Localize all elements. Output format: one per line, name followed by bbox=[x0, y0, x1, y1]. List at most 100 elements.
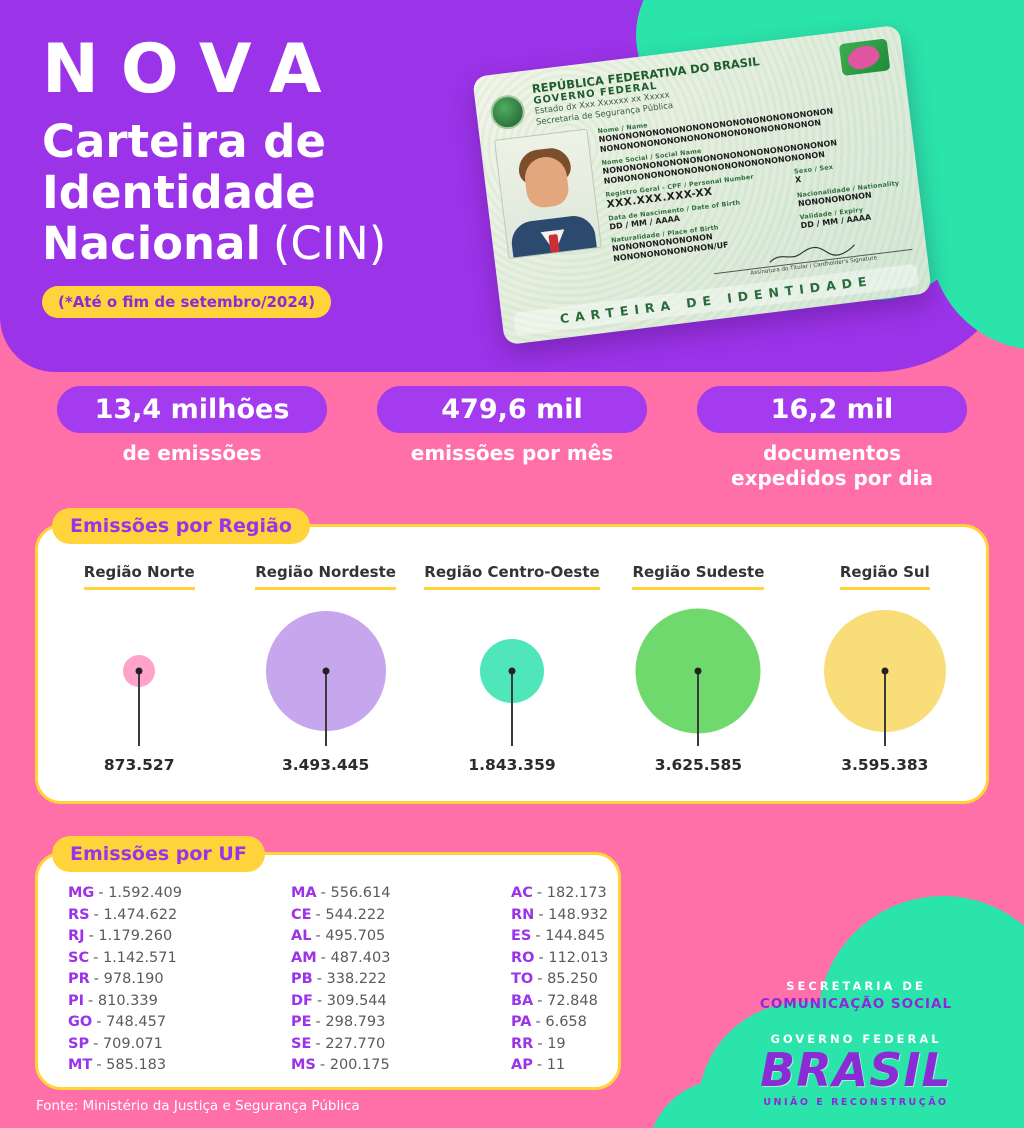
coat-of-arms-icon bbox=[488, 93, 527, 132]
uf-abbr: PA bbox=[511, 1014, 532, 1030]
uf-abbr: AC bbox=[511, 885, 533, 901]
hero-section: NOVA Carteira de Identidade Nacional (CIN… bbox=[42, 30, 386, 318]
secretaria-line-2: COMUNICAÇÃO SOCIAL bbox=[759, 995, 953, 1012]
region-value: 3.595.383 bbox=[841, 756, 929, 774]
uf-abbr: BA bbox=[511, 992, 534, 1009]
uf-value: 1.179.260 bbox=[89, 928, 173, 944]
uf-value: 19 bbox=[537, 1036, 565, 1052]
uf-row: AL495.705 bbox=[291, 926, 511, 948]
region-bubble-area bbox=[46, 590, 232, 752]
region-value: 873.527 bbox=[103, 756, 175, 774]
brasil-logo: BRASIL bbox=[760, 1042, 952, 1097]
subtitle-line-3: Nacional (CIN) bbox=[42, 216, 387, 270]
uf-value: 148.932 bbox=[538, 907, 608, 923]
uf-value: 338.222 bbox=[317, 971, 387, 987]
uf-row: GO748.457 bbox=[68, 1012, 291, 1034]
region-stem bbox=[324, 671, 327, 746]
uf-row: MA556.614 bbox=[291, 883, 511, 905]
uf-value: 6.658 bbox=[536, 1014, 587, 1030]
uf-value: 11 bbox=[537, 1057, 565, 1073]
uf-row: RS1.474.622 bbox=[68, 905, 291, 927]
stat-caption: documentos expedidos por dia bbox=[697, 441, 967, 491]
uf-row: PA6.658 bbox=[511, 1012, 608, 1034]
uf-row: PB338.222 bbox=[291, 969, 511, 991]
uf-value: 1.592.409 bbox=[98, 885, 182, 901]
uf-value: 200.175 bbox=[320, 1057, 390, 1073]
stat-emissoes-mes: 479,6 mil emissões por mês bbox=[377, 386, 647, 491]
subtitle-line-1: Carteira de bbox=[42, 115, 326, 168]
uf-row: DF309.544 bbox=[291, 991, 511, 1013]
uf-card-title: Emissões por UF bbox=[52, 836, 265, 872]
uf-row: AP11 bbox=[511, 1055, 608, 1077]
regions-card: Emissões por Região Região Norte 873.527… bbox=[35, 508, 989, 804]
uf-abbr: RO bbox=[511, 949, 535, 966]
region-dot bbox=[135, 667, 143, 675]
uf-abbr: SC bbox=[68, 949, 90, 966]
uf-abbr: AL bbox=[291, 928, 312, 944]
uf-value: 144.845 bbox=[535, 928, 605, 944]
uf-abbr: RS bbox=[68, 906, 90, 923]
uf-value: 72.848 bbox=[537, 993, 598, 1009]
subtitle-line-2: Identidade bbox=[42, 165, 316, 219]
uf-value: 227.770 bbox=[315, 1036, 385, 1052]
uf-row: SP709.071 bbox=[68, 1034, 291, 1056]
region-dot bbox=[322, 667, 330, 675]
stat-caption-line: de emissões bbox=[122, 441, 262, 465]
uf-abbr: PR bbox=[68, 971, 90, 987]
stat-caption-line: expedidos por dia bbox=[731, 466, 933, 490]
uf-row: RN148.932 bbox=[511, 905, 608, 927]
government-branding: SECRETARIA DE COMUNICAÇÃO SOCIAL GOVERNO… bbox=[716, 979, 996, 1108]
uf-row: PE298.793 bbox=[291, 1012, 511, 1034]
stat-emissoes-total: 13,4 milhões de emissões bbox=[57, 386, 327, 491]
uf-abbr: MA bbox=[291, 885, 317, 901]
uf-value: 585.183 bbox=[96, 1057, 166, 1073]
uf-abbr: PB bbox=[291, 971, 313, 987]
uf-abbr: PE bbox=[291, 1014, 312, 1030]
region-bubble-area bbox=[605, 590, 791, 752]
uf-value: 556.614 bbox=[321, 885, 391, 901]
region-dot bbox=[694, 667, 702, 675]
region-label: Região Sudeste bbox=[632, 563, 765, 590]
region-dot bbox=[508, 667, 516, 675]
uf-row: CE544.222 bbox=[291, 905, 511, 927]
uf-row: ES144.845 bbox=[511, 926, 608, 948]
region-label: Região Nordeste bbox=[255, 563, 396, 590]
region-column-sudeste: Região Sudeste 3.625.585 bbox=[605, 563, 791, 774]
stat-value: 479,6 mil bbox=[377, 386, 647, 433]
brazil-map-shape bbox=[845, 42, 882, 73]
uf-value: 1.474.622 bbox=[94, 907, 178, 923]
uf-abbr: MG bbox=[68, 885, 95, 901]
uf-row: RJ1.179.260 bbox=[68, 926, 291, 948]
headline-stats: 13,4 milhões de emissões 479,6 mil emiss… bbox=[0, 386, 1024, 491]
uf-abbr: TO bbox=[511, 971, 534, 987]
signature-block: Assinatura do Titular / Cardholder's Sig… bbox=[712, 233, 914, 282]
uf-value: 978.190 bbox=[94, 971, 164, 987]
uf-row: SE227.770 bbox=[291, 1034, 511, 1056]
page-title: NOVA bbox=[42, 30, 344, 109]
region-bubble-area bbox=[419, 590, 605, 752]
uf-value: 810.339 bbox=[88, 993, 158, 1009]
id-card-illustration: REPÚBLICA FEDERATIVA DO BRASIL GOVERNO F… bbox=[472, 24, 932, 346]
subtitle-light: (CIN) bbox=[272, 216, 387, 270]
uf-value: 709.071 bbox=[93, 1036, 163, 1052]
region-column-nordeste: Região Nordeste 3.493.445 bbox=[232, 563, 418, 774]
uf-abbr: RN bbox=[511, 906, 535, 923]
uf-row: SC1.142.571 bbox=[68, 948, 291, 970]
uf-abbr: PI bbox=[68, 992, 85, 1009]
uf-value: 487.403 bbox=[321, 950, 391, 966]
uf-value: 309.544 bbox=[317, 993, 387, 1009]
uf-column-3: AC182.173 RN148.932 ES144.845 RO112.013 … bbox=[511, 883, 608, 1077]
uf-row: MG1.592.409 bbox=[68, 883, 291, 905]
uf-abbr: CE bbox=[291, 906, 312, 923]
uf-row: AM487.403 bbox=[291, 948, 511, 970]
uf-abbr: ES bbox=[511, 928, 532, 944]
uf-abbr: SP bbox=[68, 1035, 90, 1052]
uf-row: TO85.250 bbox=[511, 969, 608, 991]
uf-value: 182.173 bbox=[537, 885, 607, 901]
secretaria-line-1: SECRETARIA DE bbox=[786, 978, 926, 993]
uf-abbr: SE bbox=[291, 1035, 312, 1052]
id-card-photo bbox=[493, 128, 602, 260]
hero-subtitle: Carteira de Identidade Nacional (CIN) bbox=[42, 115, 387, 270]
uf-value: 85.250 bbox=[537, 971, 598, 987]
